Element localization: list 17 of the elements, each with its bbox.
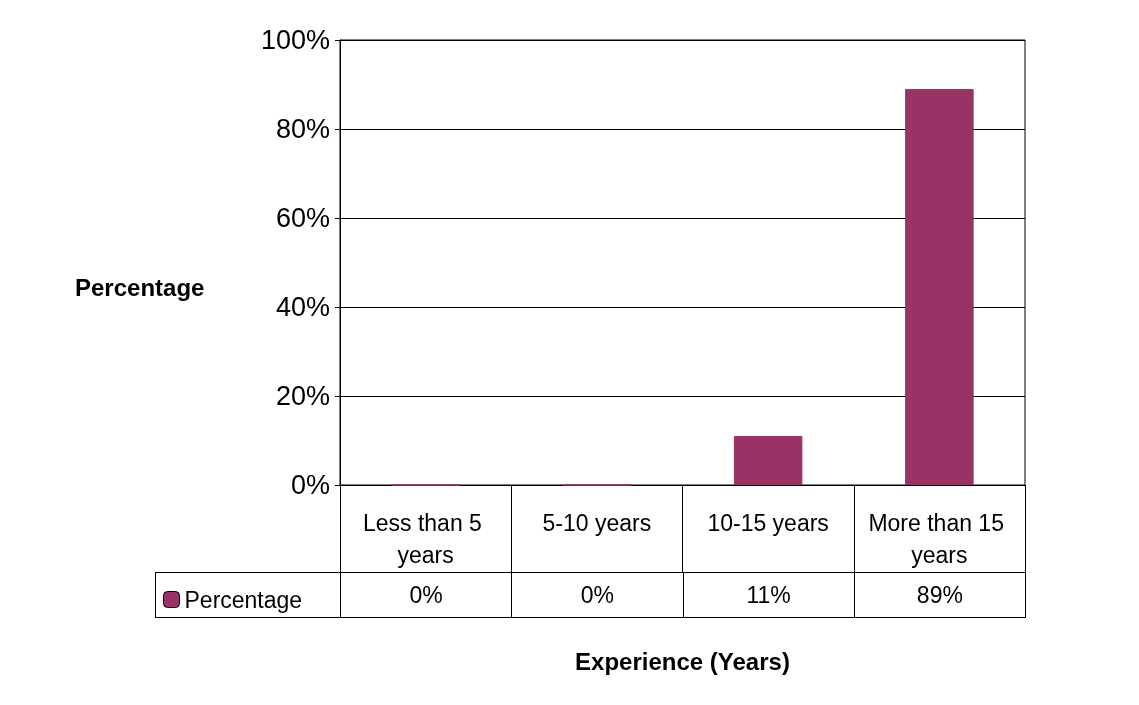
x-tick-label: Less than 5 years bbox=[362, 510, 489, 568]
y-axis-title: Percentage bbox=[75, 274, 205, 302]
y-tick-label: 80% bbox=[275, 114, 330, 144]
x-tick-label: More than 15 years bbox=[868, 510, 1011, 568]
x-tick-label: 5-10 years bbox=[542, 510, 652, 536]
y-tick-label: 100% bbox=[260, 25, 330, 55]
y-tick-label: 20% bbox=[275, 381, 330, 411]
x-axis-title: Experience (Years) bbox=[575, 648, 790, 676]
y-tick-label: 40% bbox=[275, 292, 330, 322]
x-tick-label: 10-15 years bbox=[707, 510, 829, 536]
legend-label: Percentage bbox=[184, 586, 303, 613]
y-tick-label: 60% bbox=[275, 203, 330, 233]
y-tick-label: 0% bbox=[290, 470, 330, 500]
data-label: 11% bbox=[682, 572, 855, 618]
data-label: 0% bbox=[340, 572, 513, 618]
data-label: 0% bbox=[511, 572, 684, 618]
data-label: 89% bbox=[853, 572, 1026, 618]
